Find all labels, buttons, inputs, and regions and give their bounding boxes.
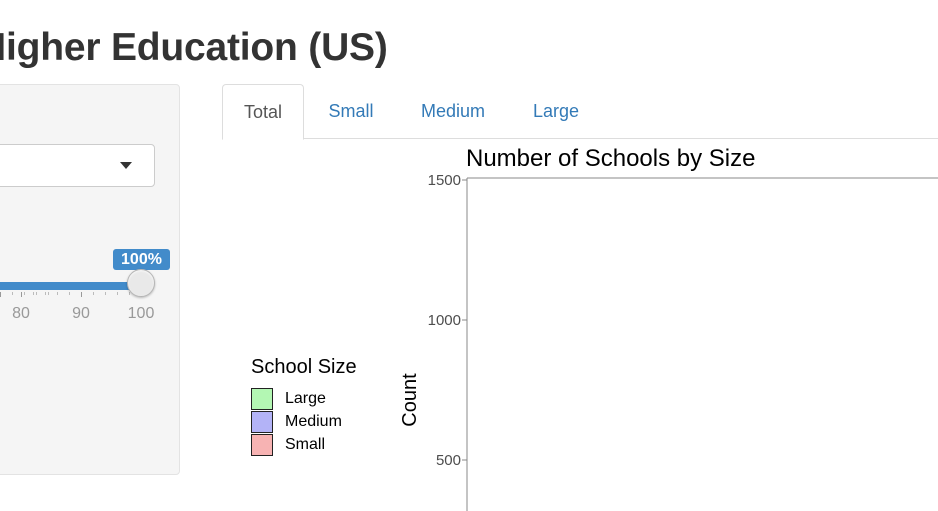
y-axis-label: Count bbox=[399, 373, 421, 427]
slider-minor-tick bbox=[36, 292, 37, 295]
slider-value-badge: 100% bbox=[113, 249, 170, 270]
y-axis-ticks: 500 1000 1500 bbox=[428, 172, 467, 469]
page-title: Higher Education (US) bbox=[0, 26, 388, 69]
chart-title: Number of Schools by Size bbox=[466, 145, 755, 172]
slider-minor-tick bbox=[69, 292, 70, 295]
y-tick-label: 1000 bbox=[428, 312, 461, 329]
tab-bar: Total Small Medium Large bbox=[222, 84, 938, 140]
legend-key-large bbox=[251, 388, 273, 410]
legend-title: School Size bbox=[251, 356, 357, 378]
slider-minor-tick bbox=[24, 292, 25, 295]
legend-label-large: Large bbox=[285, 390, 326, 407]
legend-key-medium bbox=[251, 411, 273, 433]
slider-minor-tick bbox=[57, 292, 58, 295]
legend-key-small bbox=[251, 434, 273, 456]
slider-minor-tick bbox=[105, 292, 106, 295]
tab-small[interactable]: Small bbox=[328, 101, 374, 121]
legend-label-small: Small bbox=[285, 436, 326, 453]
slider-tick bbox=[21, 292, 22, 297]
slider-minor-tick bbox=[93, 292, 94, 295]
slider-minor-tick bbox=[45, 292, 46, 295]
caret-down-icon bbox=[120, 162, 132, 169]
slider-minor-tick bbox=[33, 292, 34, 295]
tab-large[interactable]: Large bbox=[532, 101, 580, 121]
y-tick-label: 1500 bbox=[428, 172, 461, 189]
slider-minor-tick bbox=[48, 292, 49, 295]
select-input[interactable] bbox=[0, 144, 155, 187]
slider-handle[interactable] bbox=[127, 269, 155, 297]
tab-total[interactable]: Total bbox=[222, 84, 304, 140]
slider-tick-label: 80 bbox=[12, 305, 30, 322]
slider-bar[interactable] bbox=[0, 282, 143, 290]
y-tick-label: 500 bbox=[436, 452, 461, 469]
slider-minor-tick bbox=[129, 292, 130, 295]
slider-tick-label: 100 bbox=[127, 305, 155, 322]
slider-tick-label: 90 bbox=[72, 305, 90, 322]
slider-tick bbox=[81, 292, 82, 297]
slider-tick bbox=[0, 292, 1, 297]
legend-label-medium: Medium bbox=[285, 413, 342, 430]
slider-minor-tick bbox=[117, 292, 118, 295]
tab-medium[interactable]: Medium bbox=[420, 101, 486, 121]
slider-minor-tick bbox=[12, 292, 13, 295]
